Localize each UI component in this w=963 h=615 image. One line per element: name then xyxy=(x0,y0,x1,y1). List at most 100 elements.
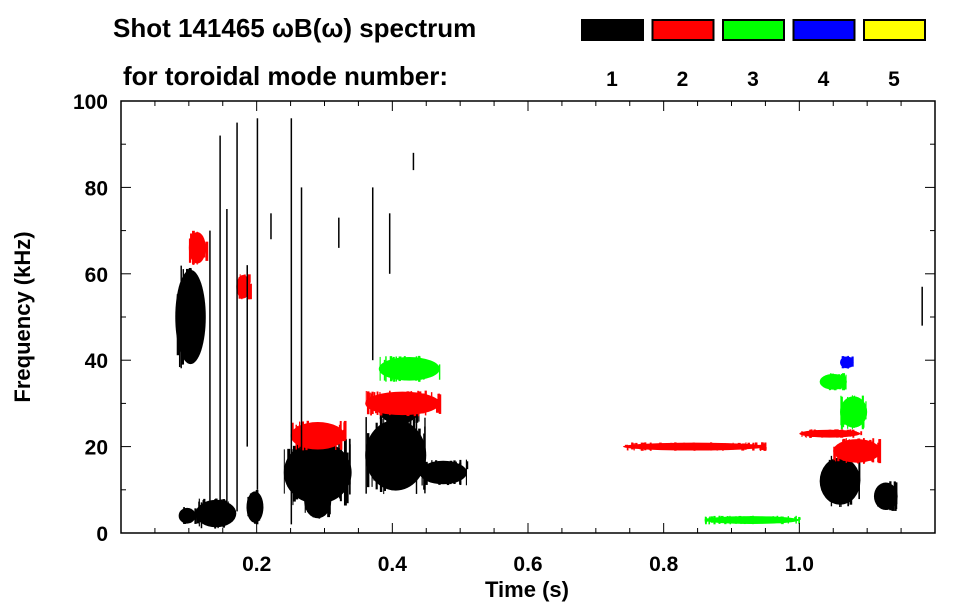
spectral-region-mode-1 xyxy=(873,481,898,511)
region-fragment xyxy=(814,430,818,437)
region-fragment xyxy=(834,429,837,436)
region-fragment xyxy=(304,440,307,506)
region-fragment xyxy=(764,447,767,450)
region-fragment xyxy=(379,356,381,381)
region-fragment xyxy=(853,430,856,434)
region-fragment xyxy=(412,419,416,481)
region-fragment xyxy=(408,423,410,448)
y-tick-label: 20 xyxy=(85,437,108,460)
region-fragment xyxy=(643,444,645,449)
region-fragment xyxy=(243,274,246,298)
region-fragment xyxy=(188,267,192,336)
region-fragment xyxy=(877,448,879,458)
region-fragment xyxy=(423,433,425,457)
region-fragment xyxy=(732,517,735,524)
y-tick-label: 0 xyxy=(96,523,108,546)
streak-mode-1 xyxy=(226,209,228,512)
region-fragment xyxy=(840,458,842,507)
region-fragment xyxy=(249,493,251,517)
legend-swatch-mode-2 xyxy=(651,19,715,41)
region-fragment xyxy=(851,429,855,435)
region-fragment xyxy=(305,435,307,449)
spectral-region-mode-3 xyxy=(819,373,847,391)
region-fragment xyxy=(845,438,847,463)
region-fragment xyxy=(734,516,737,524)
spectral-region-mode-2 xyxy=(188,230,209,266)
region-fragment xyxy=(301,421,305,451)
chart-title-line2: for toroidal mode number: xyxy=(123,61,448,91)
region-fragment xyxy=(328,484,331,515)
region-fragment xyxy=(717,444,719,450)
streak-mode-1 xyxy=(921,286,923,326)
region-fragment xyxy=(859,447,862,458)
region-fragment xyxy=(317,437,320,449)
region-fragment xyxy=(718,515,721,524)
region-fragment xyxy=(836,377,839,390)
region-fragment xyxy=(844,456,847,477)
region-fragment xyxy=(698,443,701,451)
region-fragment xyxy=(415,365,418,381)
region-fragment xyxy=(315,457,317,486)
region-fragment xyxy=(716,444,719,451)
region-fragment xyxy=(399,395,403,415)
region-fragment xyxy=(850,358,854,364)
region-fragment xyxy=(763,446,766,451)
region-fragment xyxy=(412,358,414,378)
legend-swatch-mode-1 xyxy=(581,19,644,41)
region-fragment xyxy=(186,507,188,524)
region-fragment xyxy=(889,481,892,511)
region-fragment xyxy=(742,516,744,523)
region-fragment xyxy=(182,269,185,365)
region-fragment xyxy=(700,443,703,446)
region-fragment xyxy=(451,463,454,472)
spectral-region-mode-1 xyxy=(246,489,264,525)
spectral-region-mode-2 xyxy=(236,274,252,300)
region-fragment xyxy=(375,402,378,414)
region-fragment xyxy=(391,428,393,491)
region-fragment xyxy=(339,448,341,499)
region-fragment xyxy=(371,438,373,487)
spectral-region-mode-1 xyxy=(178,507,197,524)
region-fragment xyxy=(845,431,848,437)
region-fragment xyxy=(214,499,217,529)
region-fragment xyxy=(224,500,227,524)
region-fragment xyxy=(724,518,727,525)
region-fragment xyxy=(635,442,638,448)
region-fragment xyxy=(667,443,669,449)
region-fragment xyxy=(330,435,333,447)
streak-mode-1 xyxy=(209,230,211,512)
region-fragment xyxy=(395,356,398,382)
region-fragment xyxy=(325,441,328,468)
region-fragment xyxy=(673,443,677,450)
streak-mode-1 xyxy=(246,265,248,447)
region-fragment xyxy=(631,442,634,450)
region-fragment xyxy=(401,409,404,423)
region-fragment xyxy=(414,397,417,416)
region-fragment xyxy=(422,393,425,414)
region-fragment xyxy=(176,294,180,356)
region-fragment xyxy=(422,461,425,472)
region-fragment xyxy=(202,500,204,510)
region-fragment xyxy=(726,443,729,449)
spectral-region-mode-1 xyxy=(195,498,237,529)
region-fragment xyxy=(318,481,321,519)
region-fragment xyxy=(417,390,419,414)
region-fragment xyxy=(299,421,301,444)
region-fragment xyxy=(839,455,841,508)
region-fragment xyxy=(741,447,745,451)
region-fragment xyxy=(752,519,754,524)
region-fragment xyxy=(370,396,372,416)
region-fragment xyxy=(316,424,320,434)
region-fragment xyxy=(422,358,425,375)
region-fragment xyxy=(759,444,762,451)
region-fragment xyxy=(383,416,385,495)
region-fragment xyxy=(295,478,299,500)
region-fragment xyxy=(835,450,837,462)
region-fragment xyxy=(415,417,418,494)
region-fragment xyxy=(379,430,381,485)
chart-title-line1: Shot 141465 ωB(ω) spectrum xyxy=(113,13,476,43)
region-fragment xyxy=(335,435,337,450)
region-fragment xyxy=(670,442,673,447)
region-fragment xyxy=(659,442,662,446)
region-fragment xyxy=(829,384,832,391)
